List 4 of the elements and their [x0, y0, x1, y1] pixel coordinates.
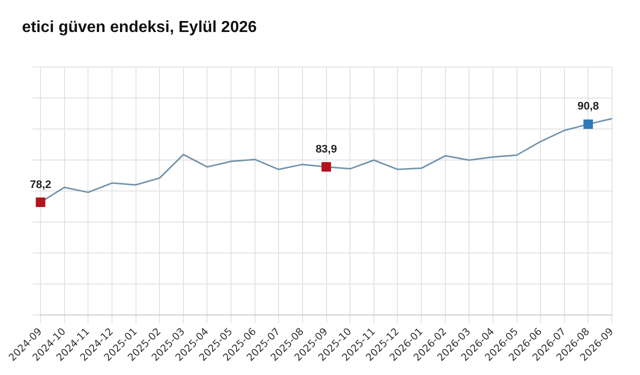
chart-title: etici güven endeksi, Eylül 2026 — [22, 19, 257, 36]
data-label: 90,8 — [577, 100, 599, 113]
data-label: 83,9 — [316, 143, 337, 156]
data-label: 78,2 — [30, 178, 52, 191]
